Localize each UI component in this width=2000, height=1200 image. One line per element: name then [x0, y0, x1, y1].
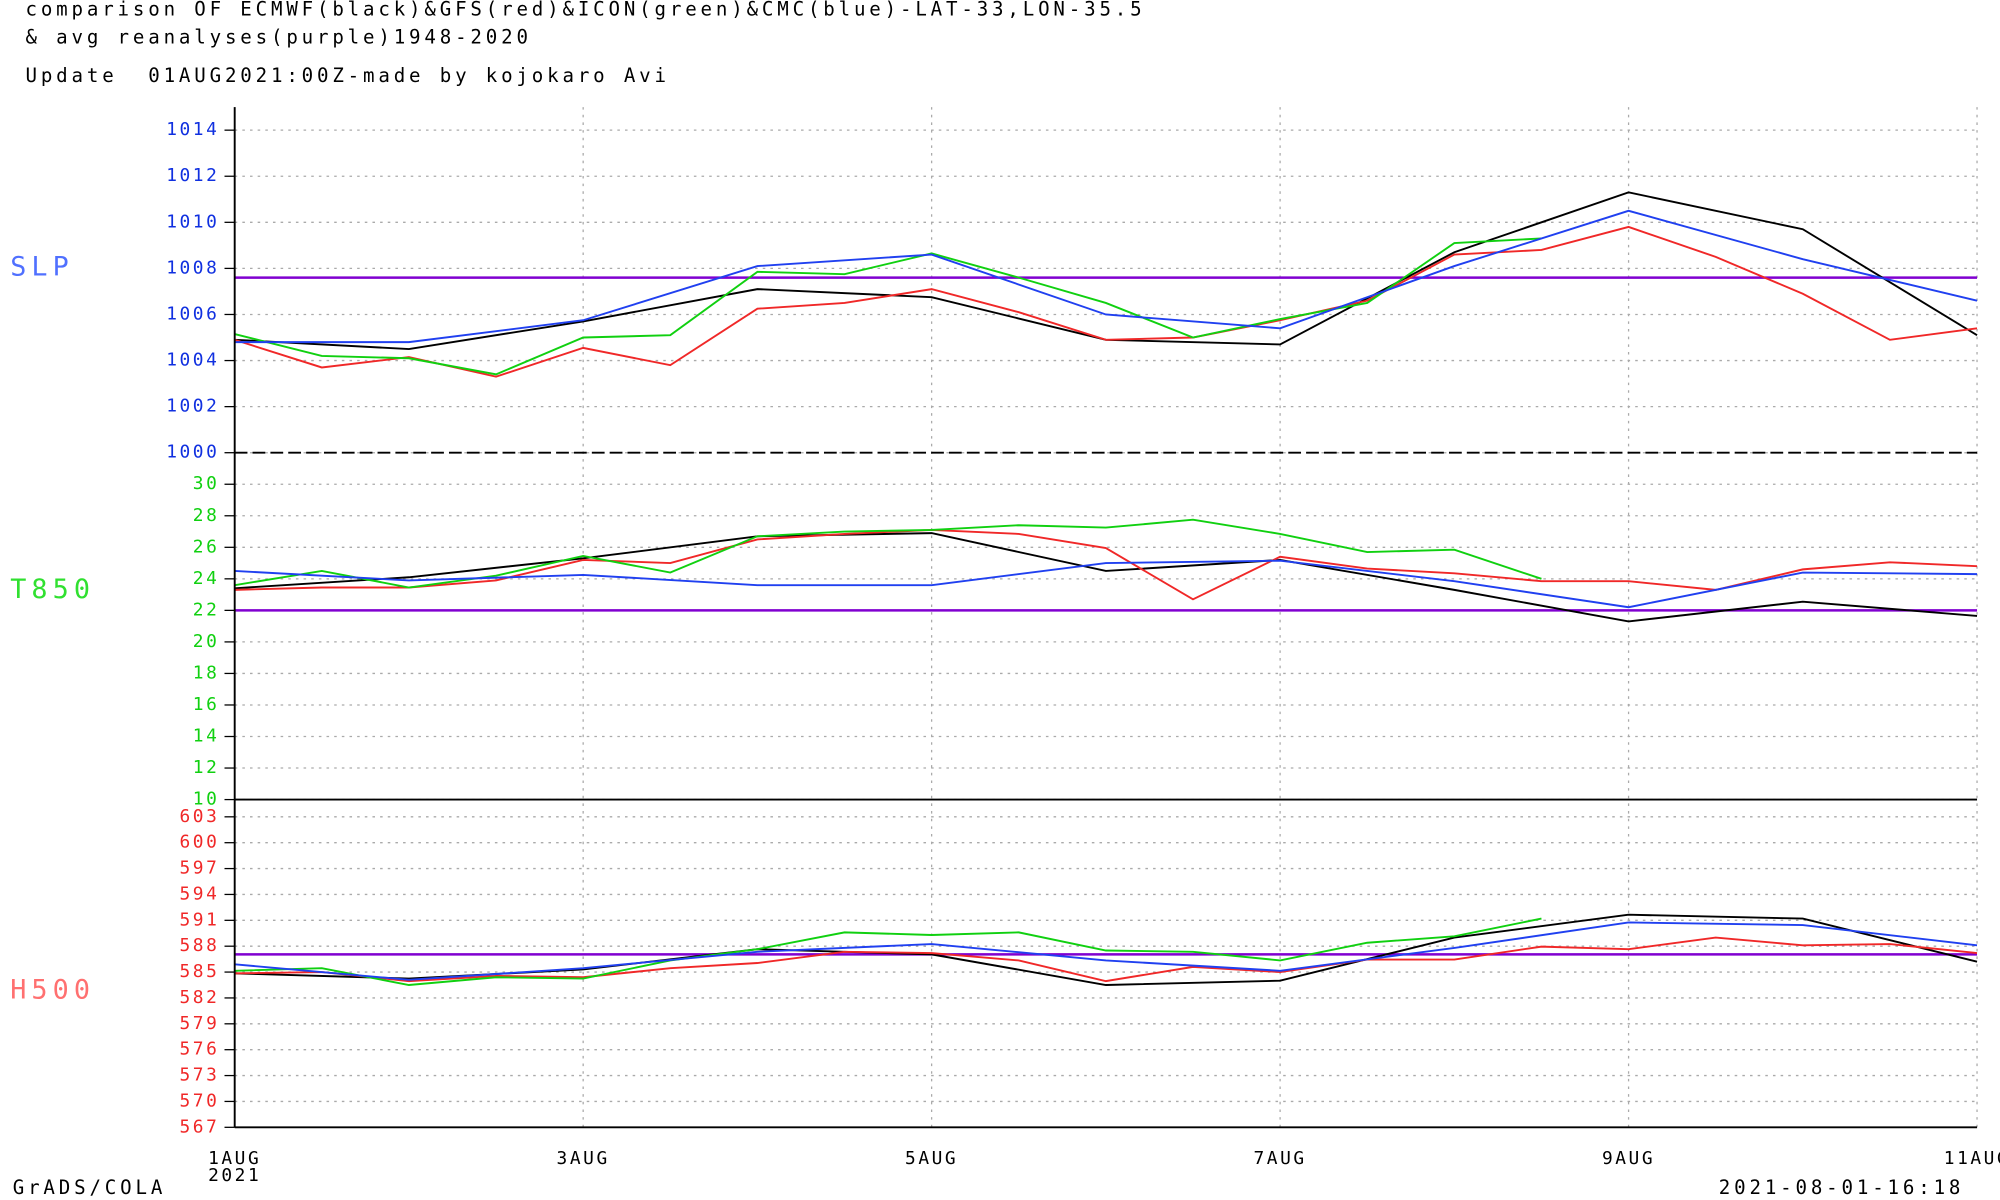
y-tick-label: 576 [179, 1039, 219, 1060]
y-tick-label: 1014 [166, 119, 219, 140]
y-tick-label: 591 [179, 909, 219, 930]
y-tick-label: 1004 [166, 350, 219, 371]
y-tick-label: 1006 [166, 303, 219, 324]
y-tick-label: 597 [179, 858, 219, 879]
y-tick-label: 1008 [166, 257, 219, 278]
series-line [234, 936, 1978, 983]
y-tick-label: 24 [193, 568, 220, 589]
x-tick-label: 5AUG [905, 1148, 958, 1169]
series-line [234, 529, 1978, 601]
y-tick-label: 1010 [166, 211, 219, 232]
series-line [234, 225, 1978, 378]
y-tick-label: 579 [179, 1013, 219, 1034]
series-line [234, 532, 1978, 623]
y-tick-label: 14 [193, 726, 220, 747]
x-tick-label: 3AUG [557, 1148, 610, 1169]
series-line [234, 917, 1542, 986]
y-tick-label: 585 [179, 961, 219, 982]
y-tick-label: 1000 [166, 442, 219, 463]
y-axis-label: SLP [10, 251, 74, 282]
y-tick-label: 1002 [166, 396, 219, 417]
y-tick-label: 16 [193, 694, 220, 715]
series-line [234, 209, 1978, 344]
series-line [234, 518, 1542, 589]
y-tick-label: 12 [193, 757, 220, 778]
footer-left: GrADS/COLA [13, 1176, 166, 1199]
y-tick-label: 1012 [166, 165, 219, 186]
y-tick-label: 10 [193, 789, 220, 810]
y-tick-label: 570 [179, 1090, 219, 1111]
y-tick-label: 567 [179, 1116, 219, 1137]
footer-right: 2021-08-01-16:18 [1719, 1176, 1964, 1199]
y-tick-label: 588 [179, 935, 219, 956]
y-tick-label: 18 [193, 662, 220, 683]
x-tick-label: 11AUG [1944, 1148, 2000, 1169]
y-tick-label: 26 [193, 536, 220, 557]
x-tick-label: 9AUG [1602, 1148, 1655, 1169]
y-tick-label: 573 [179, 1065, 219, 1086]
y-tick-label: 28 [193, 505, 220, 526]
y-tick-label: 20 [193, 631, 220, 652]
y-tick-label: 30 [193, 473, 220, 494]
y-tick-label: 582 [179, 987, 219, 1008]
y-tick-label: 22 [193, 599, 220, 620]
y-tick-label: 600 [179, 832, 219, 853]
title-line: comparison OF ECMWF(black)&GFS(red)&ICON… [26, 0, 1146, 21]
subtitle: Update 01AUG2021:00Z-made by kojokaro Av… [26, 64, 670, 87]
y-tick-label: 594 [179, 883, 219, 904]
y-axis-label: H500 [10, 974, 95, 1005]
x-tick-label: 7AUG [1254, 1148, 1307, 1169]
series-line [234, 921, 1978, 981]
title-line: & avg reanalyses(purple)1948-2020 [26, 26, 532, 49]
series-line [234, 237, 1542, 376]
series-line [234, 559, 1978, 609]
y-tick-label: 603 [179, 806, 219, 827]
x-axis-label: 2021 [208, 1165, 261, 1186]
x-tick-label: 1AUG [208, 1148, 261, 1169]
y-axis-label: T850 [10, 574, 95, 605]
